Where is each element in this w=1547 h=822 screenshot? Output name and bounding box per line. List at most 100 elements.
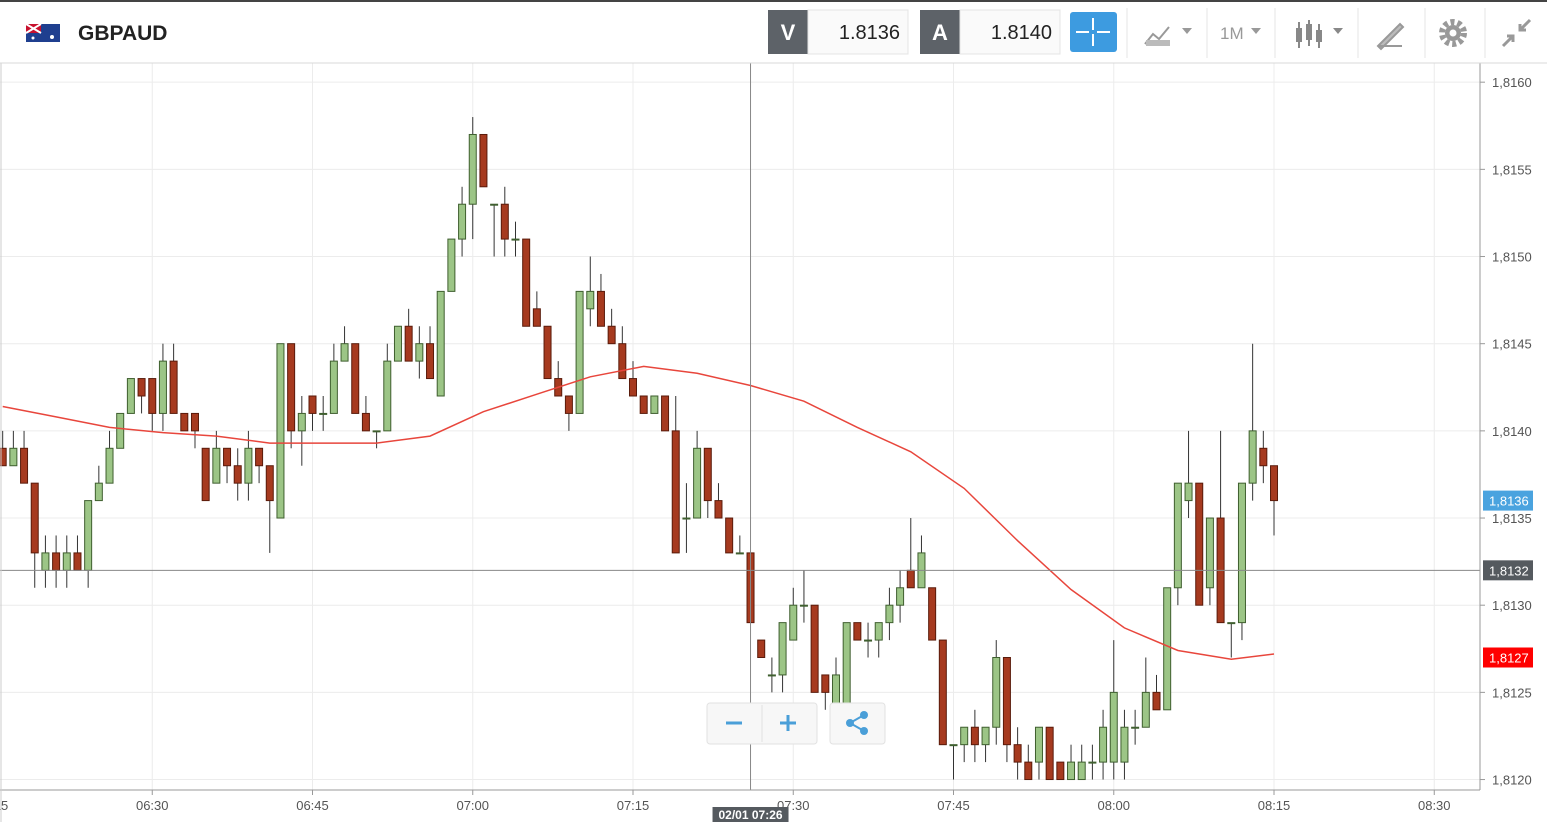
- candle-body: [1056, 761, 1065, 781]
- toolbar-separators: [1126, 8, 1486, 58]
- x-tick-label: 07:45: [937, 798, 970, 813]
- candle-body: [714, 500, 723, 519]
- ask-label: A: [932, 20, 948, 45]
- y-tick-label: 1,8150: [1492, 250, 1532, 265]
- chart-type-button[interactable]: [1144, 26, 1192, 46]
- candle-body: [340, 343, 349, 362]
- y-tick-label: 1,8120: [1492, 773, 1532, 788]
- ask-box[interactable]: [959, 9, 1061, 55]
- timeframe[interactable]: 1M: [1220, 24, 1244, 43]
- candle-body: [970, 726, 979, 746]
- candle-body: [767, 674, 776, 677]
- candle-body: [1205, 517, 1214, 589]
- candle-body: [415, 343, 424, 362]
- candle-body: [511, 238, 520, 241]
- candle-body: [319, 412, 328, 415]
- candle-body: [9, 447, 18, 467]
- candle-body: [1248, 430, 1257, 484]
- candle-body: [1195, 482, 1204, 606]
- candle-body: [885, 604, 894, 624]
- candle-body: [725, 517, 734, 554]
- candle-body: [799, 604, 808, 607]
- candle-body: [864, 639, 873, 642]
- candle-body: [233, 465, 242, 484]
- candle-body: [105, 447, 114, 484]
- settings-button[interactable]: [1439, 19, 1467, 47]
- candle-body: [949, 744, 958, 747]
- candle-body: [1259, 447, 1268, 467]
- candle-body: [308, 395, 317, 414]
- candle-body: [693, 447, 702, 519]
- candle-body: [810, 604, 819, 693]
- candle-body: [468, 133, 477, 205]
- candle-body: [960, 726, 969, 746]
- candle-body: [1109, 691, 1118, 763]
- candle-body: [479, 133, 488, 188]
- candle-body: [1141, 691, 1150, 728]
- x-tick-label: 08:30: [1418, 798, 1451, 813]
- y-tick-label: 1,8125: [1492, 685, 1532, 700]
- candle-body: [383, 360, 392, 432]
- candle-body: [458, 203, 467, 240]
- candle-body: [500, 203, 509, 240]
- collapse-button[interactable]: [1501, 18, 1532, 48]
- candle-body: [1034, 726, 1043, 763]
- candle-body: [596, 290, 605, 327]
- candle-body: [52, 552, 61, 571]
- price-tag: [1483, 490, 1533, 511]
- share-button[interactable]: [829, 702, 886, 745]
- crosshair-x-label: 02/01 07:26: [718, 808, 782, 822]
- candle-body: [682, 517, 691, 520]
- bid-badge: [768, 10, 808, 54]
- candle-body: [842, 622, 851, 711]
- candle-body: [393, 325, 402, 362]
- candle-body: [372, 430, 381, 433]
- candle-body: [639, 395, 648, 414]
- candle-body: [757, 639, 766, 659]
- candle-body: [126, 378, 135, 414]
- crosshair-button[interactable]: [1070, 12, 1117, 52]
- candle-body: [703, 447, 712, 502]
- candle-body: [212, 447, 221, 484]
- candle-body: [1237, 482, 1246, 624]
- candle-body: [1013, 744, 1022, 763]
- candle-body: [404, 325, 413, 362]
- x-tick-label: 07:15: [617, 798, 650, 813]
- ask-badge: [920, 10, 960, 54]
- candle-body: [158, 360, 167, 414]
- x-tick-label: 06:45: [296, 798, 329, 813]
- y-tick-label: 1,8155: [1492, 162, 1532, 177]
- candle-body: [20, 447, 29, 484]
- candle-body: [297, 412, 306, 432]
- bid-box[interactable]: [807, 9, 909, 55]
- draw-tool-button[interactable]: [1376, 22, 1405, 51]
- crosshair-icon: [1076, 18, 1110, 46]
- share-icon: [846, 711, 868, 735]
- candle-body: [618, 343, 627, 380]
- candle-body: [62, 552, 71, 571]
- moving-average: [2, 365, 1275, 660]
- candle-body: [190, 412, 199, 432]
- candle-body: [0, 447, 7, 467]
- bid-label: V: [781, 20, 796, 45]
- price-tag-label: 1,8136: [1489, 494, 1529, 509]
- candle-type-button[interactable]: [1296, 20, 1343, 48]
- candle-body: [30, 482, 39, 554]
- candle-body: [1002, 657, 1011, 746]
- y-tick-label: 1,8140: [1492, 424, 1532, 439]
- ask-price: 1.8140: [991, 22, 1052, 44]
- candle-body: [1045, 726, 1054, 781]
- candle-body: [821, 674, 830, 693]
- zoom-in[interactable]: [780, 715, 796, 731]
- candle-body: [1131, 726, 1140, 729]
- crosshair-x-tag: [712, 807, 789, 822]
- candle-body: [938, 639, 947, 746]
- candle-body: [180, 412, 189, 432]
- candle-body: [661, 395, 670, 432]
- price-tag-label: 1,8127: [1489, 651, 1529, 666]
- candle-body: [992, 657, 1001, 728]
- crosshair-y-tag: [1483, 560, 1533, 581]
- candle-body: [1152, 691, 1161, 711]
